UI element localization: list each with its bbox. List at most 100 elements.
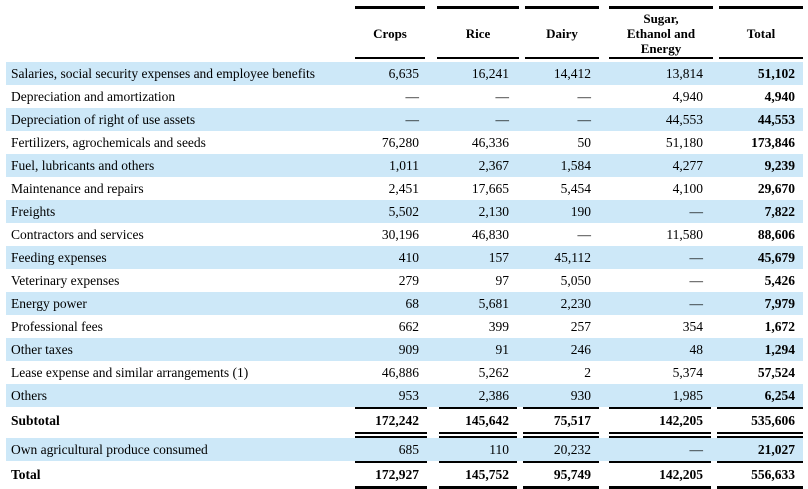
row-label: Maintenance and repairs [11, 181, 144, 196]
cell-total: 556,633 [717, 461, 803, 489]
cell-dairy: 257 [570, 319, 591, 334]
row-label: Feeding expenses [11, 250, 107, 265]
table-row: Depreciation of right of use assets — — — 44… [6, 108, 803, 131]
cell-dairy: 2 [584, 365, 591, 380]
cell-crops: 68 [405, 296, 420, 311]
row-label: Salaries, social security expenses and e… [11, 66, 316, 81]
table-row: Salaries, social security expenses and e… [6, 62, 803, 85]
cell-rice: 91 [495, 342, 510, 357]
cell-rice: 5,262 [478, 365, 509, 380]
cell-sugar-ethanol-energy: 5,374 [672, 365, 703, 380]
cell-crops: 279 [398, 273, 419, 288]
row-label: Fertilizers, agrochemicals and seeds [11, 135, 206, 150]
row-label: Depreciation of right of use assets [11, 112, 196, 127]
row-label: Veterinary expenses [11, 273, 120, 288]
cell-total: 7,979 [764, 296, 795, 311]
cell-total: 45,679 [757, 250, 795, 265]
table-row: Total 172,927 145,752 95,749 142,205 556,633 [6, 461, 803, 489]
row-label: Freights [11, 204, 56, 219]
table-row: Others 953 2,386 930 1,985 6,254 [6, 384, 803, 407]
header-row: Crops Rice Dairy Sugar, Ethanol and Ener… [6, 6, 803, 59]
table-row: Veterinary expenses 279 97 5,050 — 5,426 [6, 269, 803, 292]
segment-expenses-table: Crops Rice Dairy Sugar, Ethanol and Ener… [6, 6, 803, 489]
cell-sugar-ethanol-energy: 354 [682, 319, 703, 334]
cell-crops: 953 [398, 388, 419, 403]
row-label: Fuel, lubricants and others [11, 158, 155, 173]
table-row: Own agricultural produce consumed 685 110 2… [6, 438, 803, 461]
row-label: Depreciation and amortization [11, 89, 176, 104]
table-row: Fertilizers, agrochemicals and seeds 76,2… [6, 131, 803, 154]
cell-total: 6,254 [764, 388, 795, 403]
cell-sugar-ethanol-energy: 48 [689, 342, 704, 357]
cell-dairy: 50 [577, 135, 592, 150]
cell-crops: 1,011 [389, 158, 419, 173]
cell-crops: 172,927 [355, 461, 427, 489]
table-row: Feeding expenses 410 157 45,112 — 45,679 [6, 246, 803, 269]
cell-total: 21,027 [757, 442, 795, 457]
cell-sugar-ethanol-energy: — [689, 296, 704, 311]
cell-crops: 662 [398, 319, 419, 334]
cell-crops: 5,502 [388, 204, 419, 219]
cell-rice: 16,241 [471, 66, 509, 81]
cell-total: 44,553 [757, 112, 795, 127]
cell-sugar-ethanol-energy: 4,940 [672, 89, 703, 104]
cell-sugar-ethanol-energy: 13,814 [665, 66, 703, 81]
cell-sugar-ethanol-energy: — [689, 250, 704, 265]
cell-sugar-ethanol-energy: 4,277 [672, 158, 703, 173]
cell-total: 57,524 [757, 365, 795, 380]
cell-dairy: 246 [570, 342, 591, 357]
cell-dairy: — [577, 227, 592, 242]
table-body: Salaries, social security expenses and e… [6, 62, 803, 489]
cell-total: 173,846 [751, 135, 795, 150]
cell-rice: 145,752 [439, 461, 517, 489]
row-label: Own agricultural produce consumed [11, 442, 208, 457]
row-label: Subtotal [11, 413, 60, 428]
cell-crops: 30,196 [381, 227, 419, 242]
table-row: Professional fees 662 399 257 354 1,672 [6, 315, 803, 338]
column-header-total: Total [719, 6, 803, 59]
row-label: Professional fees [11, 319, 103, 334]
cell-sugar-ethanol-energy: — [689, 204, 704, 219]
cell-sugar-ethanol-energy: — [689, 442, 704, 457]
cell-dairy: 95,749 [523, 461, 599, 489]
cell-sugar-ethanol-energy: 44,553 [665, 112, 703, 127]
cell-rice: 17,665 [471, 181, 509, 196]
cell-dairy: 2,230 [560, 296, 591, 311]
row-label: Energy power [11, 296, 87, 311]
cell-dairy: — [577, 112, 592, 127]
cell-rice: 46,830 [471, 227, 509, 242]
cell-sugar-ethanol-energy: 51,180 [665, 135, 703, 150]
row-label: Total [11, 467, 41, 482]
column-header-rice: Rice [437, 6, 519, 59]
table-row: Contractors and services 30,196 46,830 — 11,… [6, 223, 803, 246]
table-row: Maintenance and repairs 2,451 17,665 5,454 4… [6, 177, 803, 200]
cell-rice: — [495, 112, 510, 127]
cell-rice: 110 [489, 442, 509, 457]
column-header-sugar-ethanol-energy: Sugar, Ethanol and Energy [609, 6, 713, 59]
cell-total: 535,606 [717, 407, 803, 438]
cell-rice: 2,386 [478, 388, 509, 403]
row-label: Lease expense and similar arrangements (… [11, 365, 249, 380]
cell-dairy: 45,112 [554, 250, 591, 265]
cell-crops: 6,635 [388, 66, 419, 81]
cell-total: 7,822 [764, 204, 795, 219]
cell-rice: 97 [495, 273, 510, 288]
cell-dairy: 190 [570, 204, 591, 219]
cell-rice: 2,130 [478, 204, 509, 219]
cell-dairy: — [577, 89, 592, 104]
cell-crops: 76,280 [381, 135, 419, 150]
cell-total: 9,239 [764, 158, 795, 173]
table-row: Energy power 68 5,681 2,230 — 7,979 [6, 292, 803, 315]
cell-crops: — [405, 89, 420, 104]
cell-total: 1,672 [764, 319, 795, 334]
cell-rice: 399 [488, 319, 509, 334]
cell-sugar-ethanol-energy: 142,205 [609, 407, 711, 438]
cell-dairy: 5,050 [560, 273, 591, 288]
table-row: Fuel, lubricants and others 1,011 2,367 1,5… [6, 154, 803, 177]
cell-total: 88,606 [757, 227, 795, 242]
header-empty-cell [6, 6, 349, 59]
cell-crops: 909 [398, 342, 419, 357]
cell-dairy: 930 [570, 388, 591, 403]
cell-sugar-ethanol-energy: 142,205 [609, 461, 711, 489]
cell-dairy: 20,232 [553, 442, 591, 457]
